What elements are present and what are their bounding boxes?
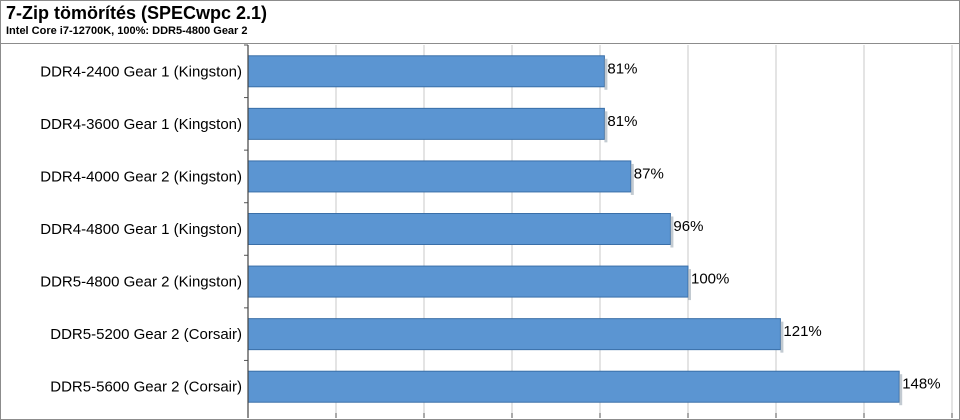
data-label: 96% <box>673 218 703 235</box>
bar-shadow <box>780 321 784 353</box>
category-label: DDR5-5600 Gear 2 (Corsair) <box>50 379 242 396</box>
labels: DDR4-2400 Gear 1 (Kingston) 81% DDR4-3600 … <box>40 60 940 395</box>
bar <box>247 160 632 193</box>
bar <box>247 107 605 140</box>
bar-shadow <box>899 374 903 406</box>
category-label: DDR5-4800 Gear 2 (Kingston) <box>40 274 242 291</box>
bar-shadow <box>604 111 608 143</box>
chart-title: 7-Zip tömörítés (SPECwpc 2.1) <box>6 3 268 23</box>
bar-shadow <box>688 269 691 301</box>
chart-subtitle: Intel Core i7-12700K, 100%: DDR5-4800 Ge… <box>6 25 248 37</box>
bar <box>247 318 781 351</box>
data-label: 81% <box>607 60 637 77</box>
bar <box>247 265 689 298</box>
chart-header: 7-Zip tömörítés (SPECwpc 2.1) Intel Core… <box>1 1 959 44</box>
category-label: DDR5-5200 Gear 2 (Corsair) <box>50 326 242 343</box>
category-label: DDR4-4800 Gear 1 (Kingston) <box>40 221 242 238</box>
data-label: 100% <box>691 271 729 288</box>
bar-shadow <box>630 163 634 195</box>
category-label: DDR4-4000 Gear 2 (Kingston) <box>40 168 242 185</box>
category-label: DDR4-2400 Gear 1 (Kingston) <box>40 63 242 80</box>
bar <box>247 213 671 245</box>
data-label: 81% <box>607 113 637 130</box>
data-label: 148% <box>902 376 940 393</box>
category-label: DDR4-3600 Gear 1 (Kingston) <box>40 116 242 133</box>
bars <box>247 55 903 406</box>
bar-shadow <box>670 216 674 248</box>
data-label: 87% <box>634 165 664 182</box>
bar-shadow <box>604 58 608 90</box>
data-label: 121% <box>783 323 821 340</box>
bar <box>247 55 605 88</box>
bar <box>247 370 900 403</box>
